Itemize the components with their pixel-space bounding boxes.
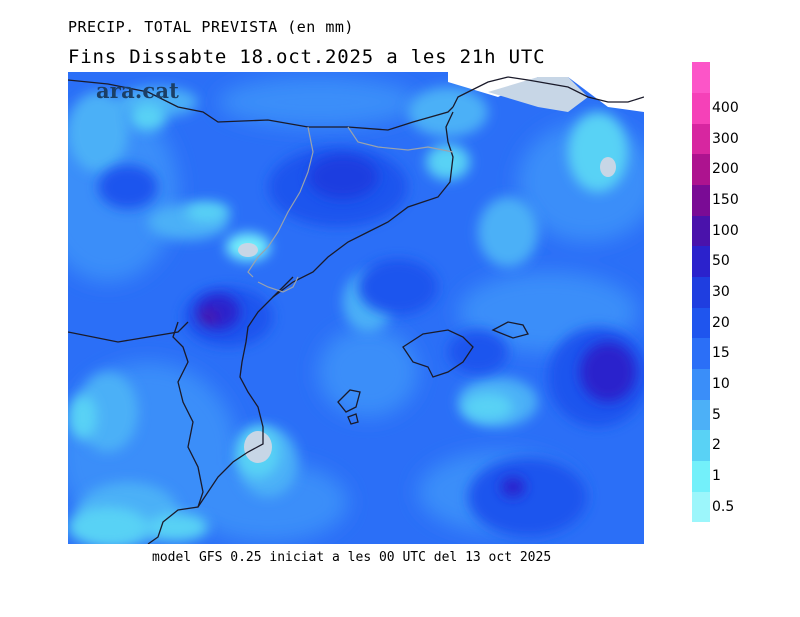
legend-label: 0.5 bbox=[712, 498, 735, 515]
map-svg bbox=[68, 72, 644, 544]
model-run-caption: model GFS 0.25 iniciat a les 00 UTC del … bbox=[152, 550, 552, 565]
ibiza-outline bbox=[337, 389, 361, 413]
legend-label: 200 bbox=[712, 161, 739, 178]
legend-label: 1 bbox=[712, 468, 721, 484]
legend-swatch bbox=[692, 92, 710, 124]
islands bbox=[337, 321, 529, 425]
precip-legend: 0.5 1 2 5 10 15 20 30 50 100 150 200 300 400 bbox=[692, 62, 739, 523]
legend-label: 100 bbox=[712, 222, 739, 239]
chart-title: PRECIP. TOTAL PREVISTA (en mm) bbox=[68, 18, 354, 36]
coastline bbox=[68, 76, 644, 544]
legend-label: 15 bbox=[712, 345, 730, 362]
legend-swatch bbox=[692, 491, 710, 523]
legend-swatch bbox=[692, 276, 710, 308]
legend-label: 400 bbox=[712, 100, 739, 116]
legend-label: 300 bbox=[712, 130, 739, 147]
menorca-outline bbox=[491, 321, 529, 339]
legend-swatch bbox=[692, 399, 710, 431]
legend-swatch bbox=[692, 307, 710, 339]
precip-field-intense bbox=[196, 155, 636, 497]
formentera-outline bbox=[347, 413, 359, 425]
regional-borders bbox=[247, 126, 454, 293]
legend-label: 10 bbox=[712, 376, 730, 392]
legend-label: 2 bbox=[712, 437, 721, 454]
legend-label: 20 bbox=[712, 314, 730, 331]
legend-swatch bbox=[692, 215, 710, 247]
brand-logo: ara.cat bbox=[96, 78, 180, 103]
legend-swatch bbox=[692, 62, 710, 94]
valid-time-subtitle: Fins Dissabte 18.oct.2025 a les 21h UTC bbox=[68, 46, 546, 68]
legend-label: 150 bbox=[712, 192, 739, 208]
legend-label: 30 bbox=[712, 284, 730, 300]
legend-swatch bbox=[692, 338, 710, 370]
legend-swatch bbox=[692, 184, 710, 216]
legend-swatch bbox=[692, 123, 710, 155]
legend-label: 50 bbox=[712, 253, 730, 270]
legend-swatch bbox=[692, 154, 710, 186]
mallorca-outline bbox=[402, 329, 474, 378]
legend-swatch bbox=[692, 430, 710, 462]
legend-swatch bbox=[692, 368, 710, 400]
legend-label: 5 bbox=[712, 406, 721, 423]
legend-swatch bbox=[692, 460, 710, 492]
legend-swatch bbox=[692, 246, 710, 278]
precipitation-map bbox=[68, 72, 644, 544]
